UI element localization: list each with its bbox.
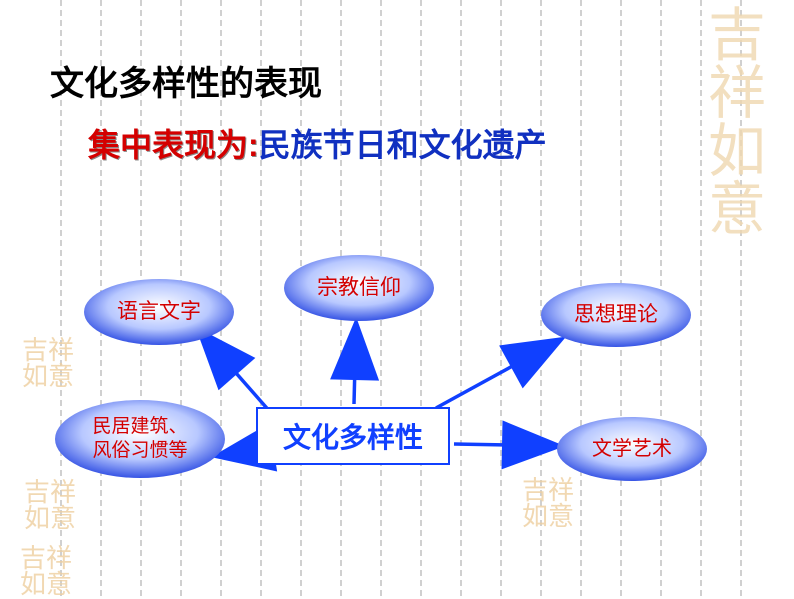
- node-relig: 宗教信仰: [283, 254, 435, 322]
- node-lang: 语言文字: [83, 278, 235, 346]
- node-thought: 思想理论: [540, 282, 692, 348]
- node-label: 语言文字: [117, 299, 201, 325]
- center-node: 文化多样性: [256, 407, 450, 465]
- node-lit: 文学艺术: [556, 416, 708, 482]
- node-label: 思想理论: [574, 302, 658, 328]
- node-arch: 民居建筑、 风俗习惯等: [54, 399, 226, 479]
- node-label: 宗教信仰: [317, 275, 401, 301]
- node-label: 民居建筑、 风俗习惯等: [92, 415, 187, 463]
- node-label: 文学艺术: [592, 437, 672, 462]
- diagram-area: 文化多样性 语言文字 宗教信仰思想理论民居建筑、 风俗习惯等 文学艺术: [0, 0, 794, 596]
